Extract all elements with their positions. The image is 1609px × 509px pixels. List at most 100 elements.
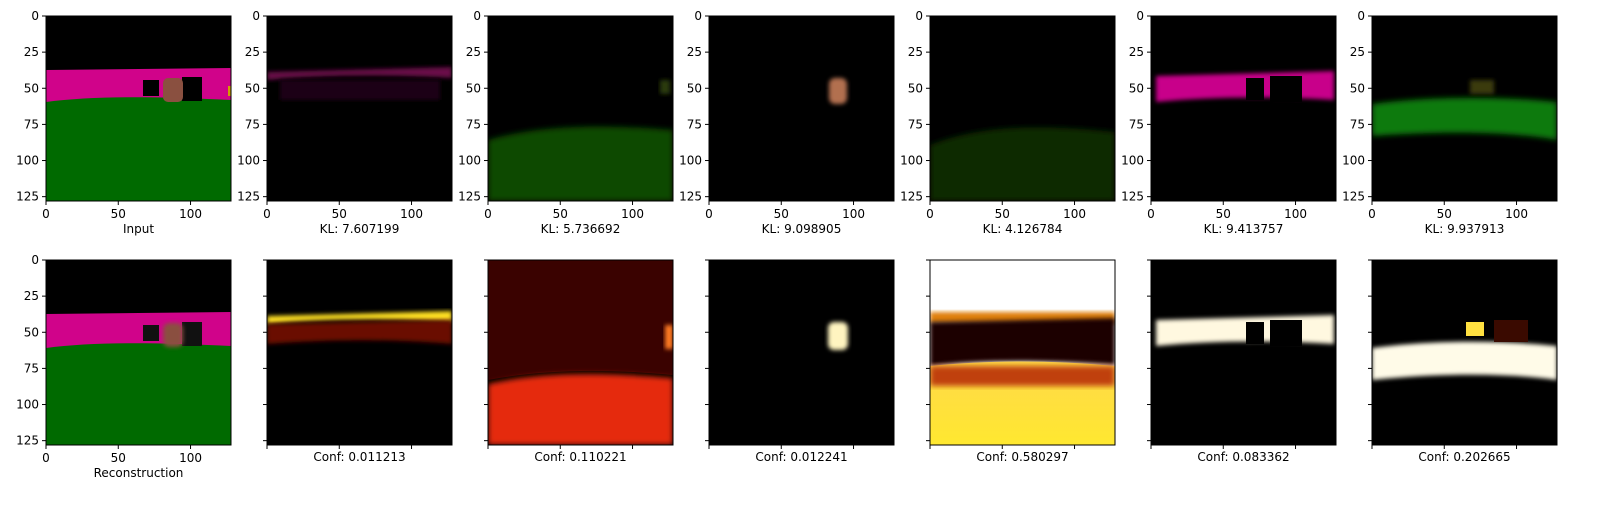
bottom-panel-1-xtick-label: 0 [42,451,50,465]
bottom-panel-7-caption: Conf: 0.202665 [1418,450,1510,464]
top-panel-2-xtick-label: 100 [400,207,423,221]
top-panel-5-ytick-label: 25 [908,45,923,59]
bottom-panel-1-ytick-label: 25 [24,289,39,303]
bottom-panel-2-caption: Conf: 0.011213 [313,450,405,464]
bottom-panel-3-caption: Conf: 0.110221 [534,450,626,464]
top-panel-7-ytick-label: 125 [1342,190,1365,204]
bottom-panel-1-caption: Reconstruction [94,466,184,480]
top-panel-1-ytick-label: 50 [24,81,39,95]
top-panel-3-frame [487,15,674,202]
bottom-panel-1-ytick-label: 100 [16,398,39,412]
top-panel-1-ytick-label: 25 [24,45,39,59]
top-panel-2-xtick-label: 50 [332,207,347,221]
top-panel-4-frame [708,15,895,202]
top-panel-6-ytick-label: 75 [1129,117,1144,131]
top-panel-3-caption: KL: 5.736692 [541,222,621,236]
component-3-image [709,16,894,201]
bottom-panel-1-xtick-label: 50 [111,451,126,465]
top-panel-6-ytick-label: 25 [1129,45,1144,59]
top-panel-6-xtick-label: 50 [1216,207,1231,221]
top-panel-1-xtick-label: 50 [111,207,126,221]
bottom-panel-5-frame [929,259,1116,446]
top-panel-2-ytick-label: 25 [245,45,260,59]
confidence-map-5 [1151,260,1336,445]
top-panel-1-xtick-label: 0 [42,207,50,221]
confidence-map-2 [488,260,673,445]
top-panel-1-frame [45,15,232,202]
bottom-panel-4-frame [708,259,895,446]
bottom-panel-1-ytick-label: 75 [24,361,39,375]
top-panel-5-ytick-label: 50 [908,81,923,95]
bottom-panel-6-caption: Conf: 0.083362 [1197,450,1289,464]
top-panel-7-xtick-label: 50 [1437,207,1452,221]
top-panel-5-ytick-label: 75 [908,117,923,131]
bottom-panel-1-ytick-label: 50 [24,325,39,339]
top-panel-5-ytick-label: 0 [915,9,923,23]
top-panel-5-caption: KL: 4.126784 [983,222,1063,236]
top-panel-4-ytick-label: 0 [694,9,702,23]
top-panel-3-ytick-label: 0 [473,9,481,23]
bottom-panel-1-frame [45,259,232,446]
top-panel-7-ytick-label: 0 [1357,9,1365,23]
top-panel-4-ytick-label: 75 [687,117,702,131]
top-panel-2-ytick-label: 50 [245,81,260,95]
bottom-panel-4-caption: Conf: 0.012241 [755,450,847,464]
input-segmentation-image [46,16,231,201]
confidence-map-1 [267,260,452,445]
bottom-panel-3-frame [487,259,674,446]
top-panel-5-xtick-label: 100 [1063,207,1086,221]
top-panel-2-xtick-label: 0 [263,207,271,221]
top-panel-6-caption: KL: 9.413757 [1204,222,1284,236]
top-panel-3-xtick-label: 0 [484,207,492,221]
top-panel-1-ytick-label: 0 [31,9,39,23]
top-panel-2-frame [266,15,453,202]
reconstruction-image [46,260,231,445]
top-panel-4-caption: KL: 9.098905 [762,222,842,236]
bottom-panel-1-xtick-label: 100 [179,451,202,465]
top-panel-5-xtick-label: 0 [926,207,934,221]
top-panel-5-ytick-label: 125 [900,190,923,204]
bottom-panel-7-frame [1371,259,1558,446]
confidence-map-3 [709,260,894,445]
component-4-image [930,16,1115,201]
component-5-image [1151,16,1336,201]
bottom-panel-6-frame [1150,259,1337,446]
top-panel-4-ytick-label: 125 [679,190,702,204]
top-panel-1-ytick-label: 100 [16,154,39,168]
top-panel-6-xtick-label: 0 [1147,207,1155,221]
top-panel-3-ytick-label: 50 [466,81,481,95]
bottom-panel-5-caption: Conf: 0.580297 [976,450,1068,464]
top-panel-6-ytick-label: 50 [1129,81,1144,95]
component-6-image [1372,16,1557,201]
top-panel-3-ytick-label: 25 [466,45,481,59]
top-panel-2-caption: KL: 7.607199 [320,222,400,236]
top-panel-3-xtick-label: 50 [553,207,568,221]
bottom-panel-2-frame [266,259,453,446]
confidence-map-4 [930,260,1115,445]
top-panel-3-ytick-label: 125 [458,190,481,204]
top-panel-1-ytick-label: 75 [24,117,39,131]
top-panel-3-ytick-label: 75 [466,117,481,131]
top-panel-7-ytick-label: 50 [1350,81,1365,95]
top-panel-6-ytick-label: 125 [1121,190,1144,204]
top-panel-2-ytick-label: 0 [252,9,260,23]
top-panel-4-ytick-label: 100 [679,154,702,168]
bottom-panel-1-ytick-label: 125 [16,434,39,448]
top-panel-1-caption: Input [123,222,154,236]
top-panel-7-xtick-label: 0 [1368,207,1376,221]
top-panel-4-ytick-label: 50 [687,81,702,95]
top-panel-2-ytick-label: 125 [237,190,260,204]
top-panel-3-ytick-label: 100 [458,154,481,168]
top-panel-2-ytick-label: 100 [237,154,260,168]
top-panel-7-xtick-label: 100 [1505,207,1528,221]
top-panel-7-ytick-label: 75 [1350,117,1365,131]
top-panel-4-xtick-label: 50 [774,207,789,221]
top-panel-4-ytick-label: 25 [687,45,702,59]
top-panel-6-ytick-label: 100 [1121,154,1144,168]
top-panel-7-frame [1371,15,1558,202]
top-panel-5-ytick-label: 100 [900,154,923,168]
top-panel-6-ytick-label: 0 [1136,9,1144,23]
top-panel-2-ytick-label: 75 [245,117,260,131]
top-panel-7-caption: KL: 9.937913 [1425,222,1505,236]
